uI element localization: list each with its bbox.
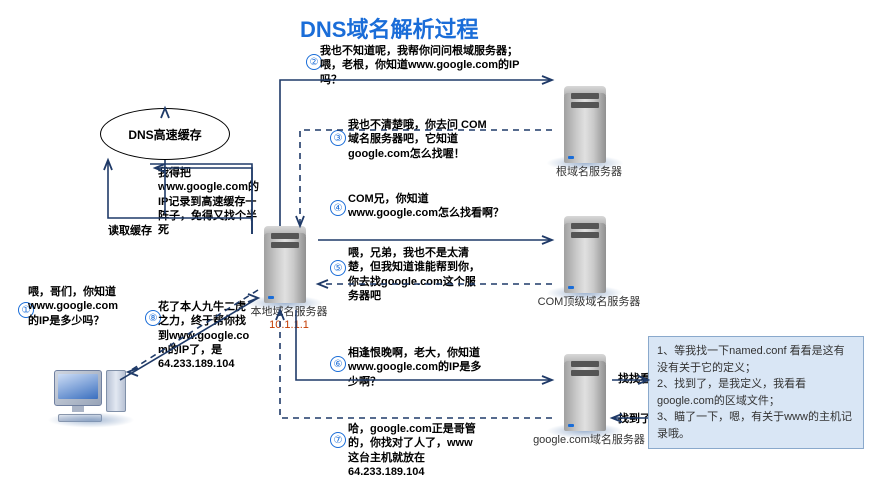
step-6-num: ⑥ [330,356,346,372]
step-1-text: 喂，哥们，你知道www.google.com的IP是多少吗？ [28,285,118,328]
step-3-text: 我也不清楚哦，你去问 COM域名服务器吧，它知道google.com怎么找喔！ [348,118,487,161]
dns-cache-ellipse: DNS高速缓存 [100,108,230,160]
server-com [564,220,606,293]
diagram-title: DNS域名解析过程 [300,12,478,44]
google-server-notes: 1、等我找一下named.conf 看看是这有没有关于它的定义；2、找到了，是我… [648,336,864,449]
server-root [564,90,606,163]
step-8-text: 花了本人九牛二虎之力，终于帮你找到www.google.com的IP了，是64.… [158,300,249,371]
server-local [264,230,306,303]
step-7-text: 哈，google.com正是哥管的，你找对了人了，www这台主机就放在64.23… [348,422,476,479]
step-4-num: ④ [330,200,346,216]
caption-root: 根域名服务器 [524,166,654,179]
cache-write-text: 我得把www.google.com的IP记录到高速缓存一阵子，免得又找个半死 [158,166,259,237]
step-3-num: ③ [330,130,346,146]
server-google [564,358,606,431]
client-pc [54,370,102,412]
step-7-num: ⑦ [330,432,346,448]
find-a: 找找看 [618,372,651,386]
step-2-text: 我也不知道呢，我帮你问问根域服务器；喂，老根，你知道www.google.com… [320,44,519,87]
step-5-text: 喂，兄弟，我也不是太清楚，但我知道谁能帮到你，你去找google.com这个服务… [348,246,480,303]
caption-com: COM顶级域名服务器 [524,296,654,309]
cache-read-text: 读取缓存 [108,224,152,238]
step-4-text: COM兄，你知道www.google.com怎么找看啊？ [348,192,504,221]
step-6-text: 相逢恨晚啊，老大，你知道www.google.com的IP是多少啊？ [348,346,481,389]
caption-google: google.com域名服务器 [524,434,654,447]
step-5-num: ⑤ [330,260,346,276]
find-b: 找到了 [618,412,651,426]
